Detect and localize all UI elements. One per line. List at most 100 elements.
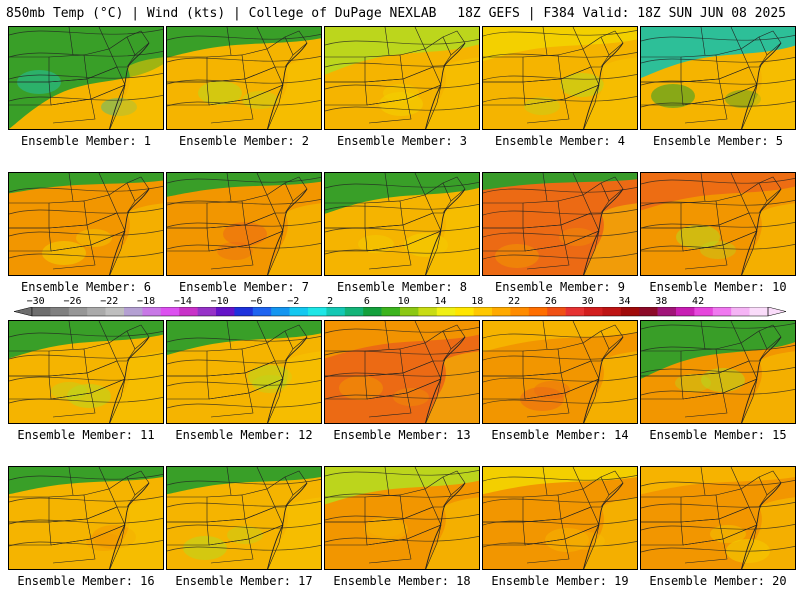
ensemble-panel-20: Ensemble Member: 20: [640, 466, 796, 588]
ensemble-member-label: Ensemble Member: 15: [649, 428, 787, 442]
temperature-map: [640, 26, 796, 130]
map-graphic: [167, 467, 321, 569]
map-graphic: [325, 173, 479, 275]
valid-time: 18Z GEFS | F384 Valid: 18Z SUN JUN 08 20…: [457, 6, 786, 21]
temperature-map: [482, 172, 638, 276]
colorbar-swatch: [418, 307, 438, 316]
colorbar-swatch: [363, 307, 382, 316]
colorbar-swatch: [32, 307, 51, 316]
ensemble-member-label: Ensemble Member: 1: [20, 134, 152, 148]
ensemble-member-label: Ensemble Member: 18: [333, 574, 471, 588]
map-graphic: [483, 27, 637, 129]
colorbar-tick-label: 2: [327, 296, 334, 307]
temperature-map: [640, 320, 796, 424]
colorbar-swatch: [565, 307, 585, 316]
temperature-map: [166, 26, 322, 130]
colorbar-swatch: [676, 307, 695, 316]
ensemble-member-label: Ensemble Member: 5: [652, 134, 784, 148]
ensemble-panel-9: Ensemble Member: 9: [482, 172, 638, 294]
ensemble-member-label: Ensemble Member: 17: [175, 574, 313, 588]
colorbar-swatch: [308, 307, 327, 316]
colorbar-tick-label: 6: [363, 296, 370, 307]
colorbar-labels: −30 −26 −22 −18 −14 −10 −6 −2 2 6 10 14 18 22 26 30 34 38…: [0, 296, 800, 307]
map-graphic: [641, 321, 795, 423]
colorbar-tick-label: 26: [544, 296, 557, 307]
ensemble-panel-7: Ensemble Member: 7: [166, 172, 322, 294]
map-graphic: [325, 27, 479, 129]
temperature-map: [324, 172, 480, 276]
colorbar-swatch: [344, 307, 364, 316]
colorbar-swatch: [584, 307, 603, 316]
colorbar-tick-label: 22: [508, 296, 521, 307]
map-graphic: [167, 173, 321, 275]
colorbar-swatch: [400, 307, 419, 316]
colorbar-swatch: [252, 307, 272, 316]
colorbar-tick-label: 38: [655, 296, 668, 307]
colorbar-tick-label: −22: [100, 296, 119, 307]
colorbar-swatch: [547, 307, 566, 316]
colorbar-swatch: [105, 307, 125, 316]
colorbar-swatch: [749, 307, 769, 316]
colorbar-tick-label: −14: [173, 296, 192, 307]
ensemble-member-label: Ensemble Member: 11: [17, 428, 155, 442]
colorbar-tick-label: 42: [692, 296, 705, 307]
temperature-map: [166, 466, 322, 570]
ensemble-panel-16: Ensemble Member: 16: [8, 466, 164, 588]
temperature-map: [640, 172, 796, 276]
temperature-map: [324, 320, 480, 424]
colorbar-swatch: [289, 307, 309, 316]
ensemble-panel-14: Ensemble Member: 14: [482, 320, 638, 442]
map-graphic: [483, 173, 637, 275]
map-graphic: [167, 321, 321, 423]
colorbar-tick-label: 18: [471, 296, 484, 307]
ensemble-member-label: Ensemble Member: 16: [17, 574, 155, 588]
colorbar-swatch: [160, 307, 180, 316]
colorbar-swatch: [602, 307, 622, 316]
ensemble-member-label: Ensemble Member: 12: [175, 428, 313, 442]
map-graphic: [641, 467, 795, 569]
temperature-map: [166, 172, 322, 276]
map-graphic: [325, 467, 479, 569]
page-title: 850mb Temp (°C) | Wind (kts) | College o…: [6, 6, 437, 21]
ensemble-panel-17: Ensemble Member: 17: [166, 466, 322, 588]
map-graphic: [9, 467, 163, 569]
colorbar-swatch: [271, 307, 290, 316]
ensemble-panel-13: Ensemble Member: 13: [324, 320, 480, 442]
colorbar-swatch: [197, 307, 217, 316]
ensemble-panel-3: Ensemble Member: 3: [324, 26, 480, 148]
temperature-map: [166, 320, 322, 424]
colorbar-swatch: [731, 307, 750, 316]
map-graphic: [641, 27, 795, 129]
ensemble-member-label: Ensemble Member: 7: [178, 280, 310, 294]
colorbar-swatch: [124, 307, 143, 316]
header: 850mb Temp (°C) | Wind (kts) | College o…: [0, 0, 800, 24]
colorbar-swatch: [528, 307, 548, 316]
ensemble-panel-11: Ensemble Member: 11: [8, 320, 164, 442]
colorbar-swatch: [492, 307, 511, 316]
map-graphic: [641, 173, 795, 275]
colorbar-swatch: [694, 307, 714, 316]
ensemble-panel-5: Ensemble Member: 5: [640, 26, 796, 148]
colorbar-tick-label: −6: [250, 296, 263, 307]
ensemble-panel-6: Ensemble Member: 6: [8, 172, 164, 294]
temperature-map: [482, 466, 638, 570]
colorbar-swatch: [179, 307, 198, 316]
map-graphic: [325, 321, 479, 423]
colorbar-swatch: [87, 307, 106, 316]
colorbar-swatch: [620, 307, 640, 316]
colorbar-tick-label: 30: [581, 296, 594, 307]
temperature-map: [8, 320, 164, 424]
colorbar-tick-label: −10: [210, 296, 229, 307]
colorbar-tick-label: 14: [434, 296, 447, 307]
colorbar-swatch: [510, 307, 530, 316]
colorbar-swatch: [142, 307, 162, 316]
temperature-map: [324, 26, 480, 130]
map-graphic: [9, 173, 163, 275]
ensemble-member-label: Ensemble Member: 10: [649, 280, 787, 294]
map-graphic: [483, 321, 637, 423]
ensemble-member-label: Ensemble Member: 2: [178, 134, 310, 148]
colorbar-tick-label: −30: [26, 296, 45, 307]
colorbar-swatch: [657, 307, 677, 316]
ensemble-member-label: Ensemble Member: 8: [336, 280, 468, 294]
colorbar-swatch: [473, 307, 493, 316]
